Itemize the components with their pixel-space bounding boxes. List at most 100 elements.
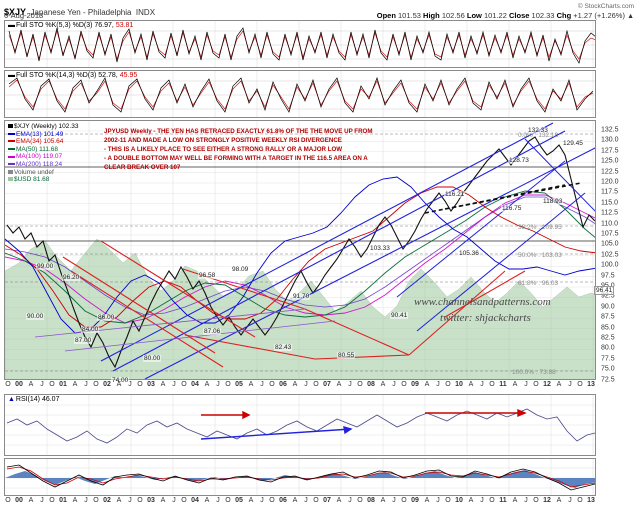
xtick: A [380, 381, 386, 388]
xtick: A [292, 381, 298, 388]
xtick: J [392, 381, 396, 388]
ytick: 122.5 [601, 168, 619, 176]
xtick: A [424, 381, 430, 388]
xtick: J [480, 381, 484, 388]
xtick: J [524, 497, 528, 504]
xtick: J [260, 381, 264, 388]
xtick: O [225, 381, 231, 388]
annotation-line: - THIS IS A LIKELY PLACE TO SEE EITHER A… [104, 146, 343, 153]
xtick: O [49, 381, 55, 388]
xtick: A [336, 497, 342, 504]
xtick: O [445, 381, 451, 388]
xtick: J [216, 381, 220, 388]
xtick: J [260, 497, 264, 504]
legend-label: MA(200) 118.24 [16, 160, 63, 168]
legend-item-usd: $USD 81.68 [8, 176, 78, 184]
xtick: 00 [15, 381, 23, 388]
low-value: 101.22 [483, 11, 507, 20]
xtick: O [533, 497, 539, 504]
xtick: J [40, 381, 44, 388]
xtick: O [225, 497, 231, 504]
legend-label: Volume undef [14, 168, 54, 176]
xtick: O [313, 381, 319, 388]
ytick: 112.5 [601, 209, 618, 217]
xtick: 00 [15, 497, 23, 504]
sto-fast-legend-text: Full STO %K(5,3) %D(3) 76.97, [15, 22, 114, 29]
rsi-legend: ▲ RSI(14) 46.07 [8, 396, 60, 403]
xtick: A [116, 497, 122, 504]
legend-label: MA(50) 111.68 [16, 145, 59, 153]
main-xaxis: O 00 A J O 01 A J O 02 A J O 03 A J O 04… [4, 381, 596, 392]
ytick: 125.0 [601, 157, 619, 165]
xtick: 10 [455, 381, 463, 388]
xtick: 07 [323, 381, 331, 388]
xtick: A [468, 381, 474, 388]
watermark-twitter: twitter: shjackcharts [440, 312, 531, 324]
line-swatch-icon [8, 132, 15, 135]
ytick: 92.5 [601, 292, 615, 300]
xtick: 01 [59, 381, 67, 388]
xtick: O [445, 497, 451, 504]
annotation-line: - A DOUBLE BOTTOM MAY WELL BE FORMING WI… [104, 155, 368, 162]
xtick: O [93, 381, 99, 388]
xtick: J [348, 497, 352, 504]
xtick: 11 [499, 381, 507, 388]
xtick: O [269, 497, 275, 504]
stochastic-fast-plot [5, 21, 595, 67]
xtick: J [172, 381, 176, 388]
xtick: O [577, 381, 583, 388]
xtick: A [204, 381, 210, 388]
bottom-xaxis: O 00 A J O 01 A J O 02 A J O 03 A J O 04… [4, 497, 596, 508]
xtick: 09 [411, 497, 419, 504]
xtick: 12 [543, 497, 551, 504]
xtick: A [116, 381, 122, 388]
volume-icon [8, 169, 13, 174]
stochastic-fast-legend: ▬ Full STO %K(5,3) %D(3) 76.97, 53.81 [8, 22, 134, 29]
rsi-plot [5, 395, 595, 455]
close-value: 102.33 [531, 11, 555, 20]
xtick: O [5, 381, 11, 388]
xtick: A [336, 381, 342, 388]
xtick: 06 [279, 497, 287, 504]
rsi-yaxis: 90 70 50 30 10 [595, 395, 596, 455]
main-chart-legend: $XJY (Weekly) 102.33 EMA(13) 101.49 EMA(… [8, 123, 78, 184]
xtick: A [28, 497, 34, 504]
xtick: J [84, 497, 88, 504]
ytick: 110.0 [601, 220, 618, 228]
symbol-description: Japanese Yen - Philadelphia [30, 8, 132, 17]
legend-label: EMA(34) 105.64 [16, 138, 64, 146]
legend-item-ma100: MA(100) 119.07 [8, 153, 78, 161]
xtick: O [269, 381, 275, 388]
xtick: 09 [411, 381, 419, 388]
legend-item-volume: Volume undef [8, 169, 78, 177]
xtick: O [49, 497, 55, 504]
annotation-line: CLEAR BREAK OVER 107 [104, 164, 181, 171]
xtick: J [84, 381, 88, 388]
xtick: O [357, 497, 363, 504]
legend-label: EMA(13) 101.49 [16, 130, 64, 138]
xtick: A [204, 497, 210, 504]
panel-macd: ▬ MACD(12,26,9) -2.452, -3.276, 0.824 [4, 458, 596, 496]
legend-item-ema13: EMA(13) 101.49 [8, 131, 78, 139]
macd-yaxis: 5 0 -5 [595, 459, 596, 495]
chart-annotation-block: JPYUSD Weekly - THE YEN HAS RETRACED EXA… [104, 128, 373, 171]
xtick: 03 [147, 497, 155, 504]
xtick: A [468, 497, 474, 504]
ytick: 95.0 [601, 282, 615, 290]
stochastic-fast-yaxis: 80 50 20 [595, 21, 596, 67]
xtick: O [313, 497, 319, 504]
xtick: 08 [367, 497, 375, 504]
chg-label: Chg [556, 11, 572, 20]
xtick: 08 [367, 381, 375, 388]
ytick: 127.5 [601, 147, 619, 155]
xtick: O [5, 497, 11, 504]
ytick: 115.0 [601, 199, 618, 207]
xtick: J [128, 497, 132, 504]
candlestick-icon [8, 124, 13, 129]
xtick: A [512, 497, 518, 504]
symbol-ticker: $XJY [4, 7, 27, 17]
xtick: O [401, 497, 407, 504]
xtick: A [72, 381, 78, 388]
area-icon [8, 177, 13, 182]
